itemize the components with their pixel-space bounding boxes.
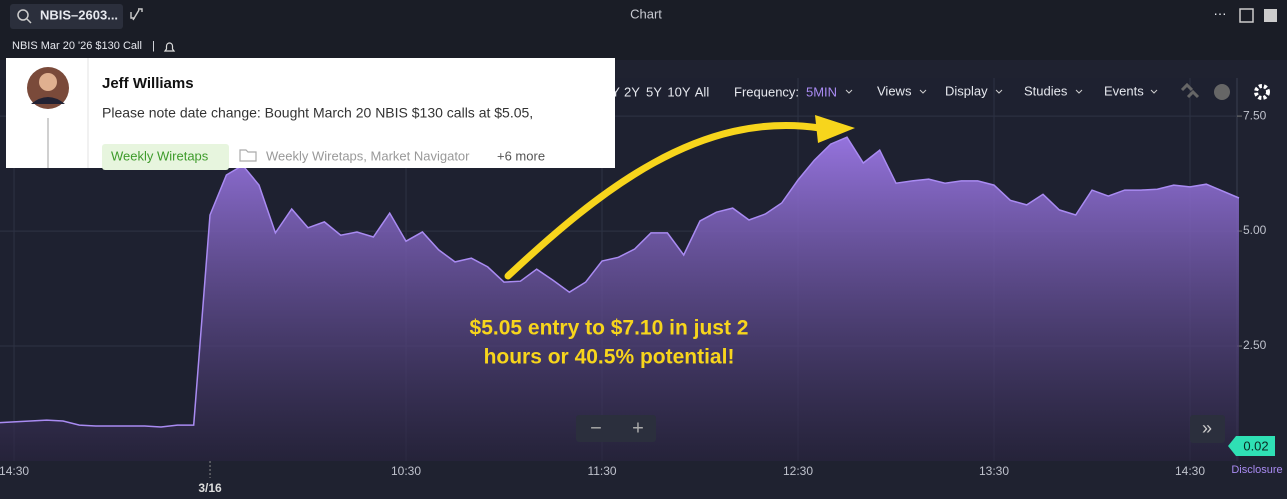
range-button[interactable]: 5Y [646, 84, 662, 99]
x-tick-label: 10:30 [391, 464, 421, 478]
tag[interactable] [102, 144, 229, 170]
bell-icon[interactable] [163, 42, 176, 52]
frequency-label: Frequency: [734, 84, 799, 99]
scroll-end-icon: » [1202, 418, 1212, 438]
zoom-out[interactable]: − [590, 417, 602, 439]
link-icon[interactable] [130, 8, 143, 21]
x-tick-label: 13:30 [979, 464, 1009, 478]
separator: | [152, 40, 155, 52]
avatar-suit [31, 97, 65, 104]
avatar-face [39, 73, 57, 91]
disclosure-link[interactable]: Disclosure [1231, 464, 1282, 476]
menu-button[interactable]: Events [1104, 83, 1144, 98]
search-icon [26, 18, 32, 24]
price-tag-text: 0.02 [1243, 438, 1268, 453]
annotation-text: $5.05 entry to $7.10 in just 2 [470, 317, 749, 340]
chevron [919, 89, 927, 94]
message: Please note date change: Bought March 20… [102, 105, 533, 121]
range-button[interactable]: 10Y [667, 84, 690, 99]
search-text[interactable]: NBIS–2603... [40, 7, 118, 22]
x-tick-label: 14:30 [0, 464, 29, 478]
x-tick-label: 11:30 [587, 464, 616, 478]
author[interactable]: Jeff Williams [102, 75, 194, 92]
price-line [0, 136, 1240, 428]
date-label: 3/16 [198, 481, 222, 495]
chevron [1150, 89, 1158, 94]
y-tick-label: 7.50 [1243, 108, 1267, 122]
annotation-text: hours or 40.5% potential! [484, 346, 735, 369]
annotation-arrow [504, 121, 824, 280]
toolbar: 1Y2Y5Y10YAllFrequency:5MINViewsDisplaySt… [604, 83, 1158, 99]
menu-button[interactable]: Views [877, 83, 912, 98]
menu-button[interactable]: Studies [1024, 83, 1068, 98]
menu-button[interactable]: Display [945, 83, 988, 98]
range-button[interactable]: 2Y [624, 84, 640, 99]
compare-icon[interactable] [1180, 82, 1200, 99]
folder-icon [239, 149, 257, 162]
scroll-end-button[interactable] [1190, 415, 1225, 443]
search-box[interactable] [10, 4, 123, 29]
more-folders[interactable]: +6 more [497, 148, 545, 163]
zoom-in[interactable]: + [632, 417, 644, 439]
instrument: NBIS Mar 20 '26 $130 Call [12, 40, 142, 52]
chevron [995, 89, 1003, 94]
range-button[interactable]: All [695, 84, 710, 99]
signal-icon[interactable] [1214, 84, 1230, 100]
settings-icon[interactable] [1254, 84, 1270, 100]
x-tick-label: 14:30 [1175, 464, 1205, 478]
annotation-arrowhead [815, 115, 855, 143]
y-tick-label: 2.50 [1243, 338, 1267, 352]
close-icon[interactable] [1264, 9, 1277, 22]
area-fill [0, 137, 1240, 461]
more-icon[interactable]: ⋯ [1214, 6, 1227, 21]
y-tick-label: 5.00 [1243, 223, 1267, 237]
frequency-value[interactable]: 5MIN [806, 84, 837, 99]
header-bar [0, 0, 1287, 36]
window-title: Chart [630, 6, 662, 21]
zoom-controls [576, 415, 656, 442]
tag-text: Weekly Wiretaps [111, 148, 209, 163]
chevron [845, 89, 853, 94]
chevron [1075, 89, 1083, 94]
x-tick-label: 12:30 [783, 464, 813, 478]
popout-icon[interactable] [1239, 8, 1254, 23]
subheader-bar [0, 36, 1287, 60]
price-tag [1228, 436, 1275, 456]
search-icon [17, 9, 29, 21]
folders: Weekly Wiretaps, Market Navigator [266, 148, 470, 163]
